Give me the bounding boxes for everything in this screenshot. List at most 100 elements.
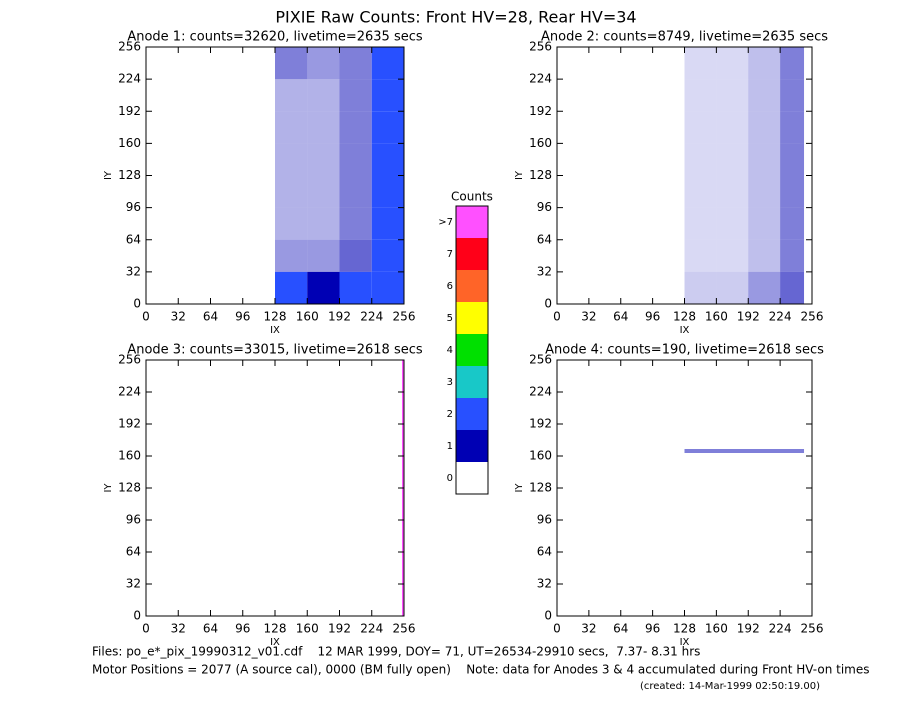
x-tick-label: 32	[581, 310, 596, 324]
heat-cell	[307, 207, 340, 240]
y-tick-label: 64	[537, 232, 552, 246]
x-tick-label: 32	[581, 622, 596, 636]
heat-cell	[684, 207, 717, 240]
colorbar-swatch	[456, 334, 488, 366]
x-tick-label: 128	[264, 310, 287, 324]
heat-cell	[275, 271, 308, 304]
heat-cell	[716, 47, 749, 80]
x-tick-label: 192	[328, 622, 351, 636]
colorbar-label: 1	[447, 441, 453, 452]
x-tick-label: 160	[296, 310, 319, 324]
y-tick-label: 32	[126, 264, 141, 278]
heat-cell	[275, 79, 308, 112]
heat-cell	[684, 271, 717, 304]
y-tick-label: 160	[118, 449, 141, 463]
heat-cell	[275, 47, 308, 80]
x-tick-label: 96	[235, 310, 250, 324]
y-tick-label: 32	[126, 577, 141, 591]
x-tick-label: 64	[203, 622, 218, 636]
y-tick-label: 224	[529, 72, 552, 86]
heat-cell	[716, 207, 749, 240]
heat-cell	[780, 47, 805, 80]
colorbar-label: 3	[447, 377, 453, 388]
x-tick-label: 224	[360, 622, 383, 636]
y-tick-label: 160	[529, 449, 552, 463]
heat-cell	[339, 175, 372, 208]
colorbar-swatch	[456, 270, 488, 302]
y-tick-label: 192	[529, 104, 552, 118]
x-tick-label: 128	[673, 310, 696, 324]
heat-cell	[371, 239, 404, 272]
heat-cell	[307, 111, 340, 144]
colorbar-label: 0	[447, 473, 453, 484]
heat-cell	[339, 239, 372, 272]
panel-title: Anode 2: counts=8749, livetime=2635 secs	[541, 30, 828, 45]
heat-cell	[371, 143, 404, 176]
x-tick-label: 32	[171, 622, 186, 636]
figure-title: PIXIE Raw Counts: Front HV=28, Rear HV=3…	[275, 8, 636, 27]
x-tick-label: 0	[142, 310, 150, 324]
colorbar-label: 2	[447, 409, 453, 420]
heat-cell	[307, 175, 340, 208]
x-tick-label: 192	[737, 622, 760, 636]
heat-cell	[748, 271, 781, 304]
x-axis-label: IX	[680, 637, 690, 648]
y-tick-label: 128	[118, 168, 141, 182]
x-tick-label: 224	[769, 310, 792, 324]
x-tick-label: 256	[801, 622, 824, 636]
x-tick-label: 160	[705, 622, 728, 636]
y-tick-label: 0	[544, 609, 552, 623]
colorbar-label: 5	[447, 313, 453, 324]
heat-cell	[371, 175, 404, 208]
heat-cell	[684, 47, 717, 80]
x-tick-label: 96	[235, 622, 250, 636]
y-tick-label: 128	[118, 481, 141, 495]
heat-cell	[684, 79, 717, 112]
x-axis-label: IX	[680, 325, 690, 336]
heat-cell	[748, 143, 781, 176]
heat-cell	[748, 239, 781, 272]
x-axis-label: IX	[270, 637, 280, 648]
x-tick-label: 256	[393, 310, 416, 324]
y-tick-label: 0	[133, 609, 141, 623]
x-tick-label: 64	[613, 622, 628, 636]
x-tick-label: 224	[360, 310, 383, 324]
x-tick-label: 0	[553, 310, 561, 324]
y-tick-label: 192	[118, 417, 141, 431]
heat-cell	[716, 111, 749, 144]
panel-title: Anode 3: counts=33015, livetime=2618 sec…	[127, 343, 423, 358]
heat-cell	[684, 449, 805, 453]
colorbar-label: 7	[447, 249, 453, 260]
heat-cell	[275, 207, 308, 240]
heat-cell	[684, 175, 717, 208]
y-tick-label: 256	[118, 353, 141, 367]
heat-cell	[339, 79, 372, 112]
y-tick-label: 128	[529, 481, 552, 495]
heat-cell	[780, 207, 805, 240]
x-tick-label: 96	[645, 310, 660, 324]
heat-cell	[339, 47, 372, 80]
heat-cell	[716, 271, 749, 304]
x-tick-label: 160	[296, 622, 319, 636]
heat-cell	[371, 47, 404, 80]
y-tick-label: 192	[118, 104, 141, 118]
heat-cell	[339, 111, 372, 144]
y-axis-label: IY	[514, 483, 525, 493]
heat-cell	[716, 79, 749, 112]
y-tick-label: 96	[126, 513, 141, 527]
x-tick-label: 224	[769, 622, 792, 636]
colorbar-swatch	[456, 206, 488, 238]
y-tick-label: 192	[529, 417, 552, 431]
heat-cell	[371, 271, 404, 304]
footer-line: Files: po_e*_pix_19990312_v01.cdf 12 MAR…	[92, 645, 700, 659]
heat-cell	[339, 271, 372, 304]
y-tick-label: 224	[529, 385, 552, 399]
x-axis-label: IX	[270, 325, 280, 336]
x-tick-label: 128	[673, 622, 696, 636]
heat-cell	[371, 207, 404, 240]
heat-cell	[275, 143, 308, 176]
heat-cell	[716, 239, 749, 272]
y-tick-label: 32	[537, 264, 552, 278]
x-tick-label: 32	[171, 310, 186, 324]
